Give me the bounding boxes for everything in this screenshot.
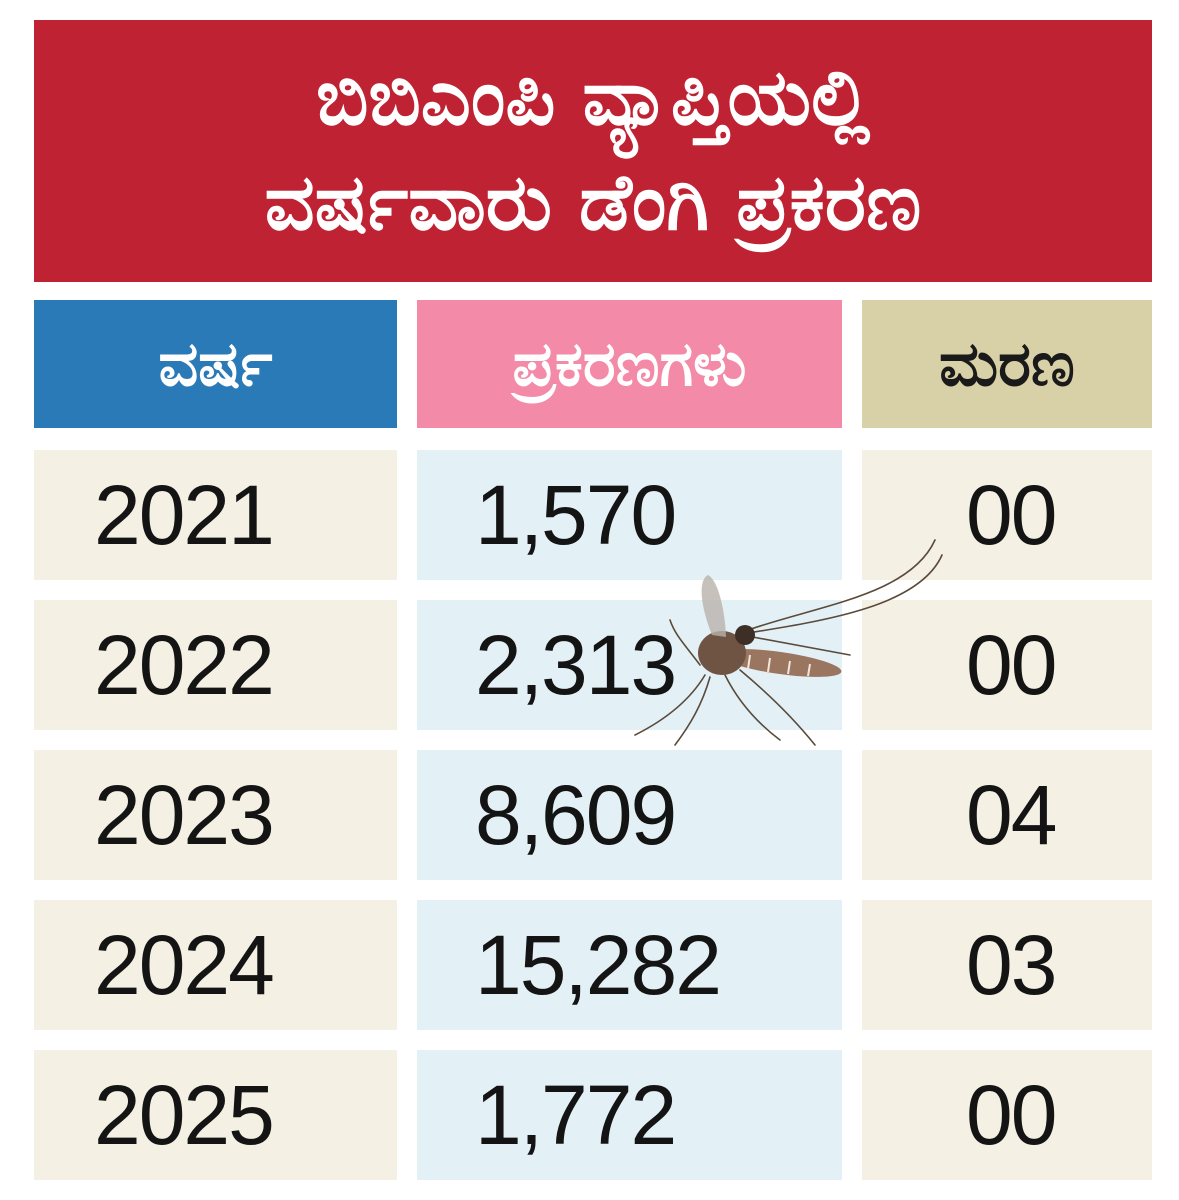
cases-cell-2022: 2,313 (417, 600, 842, 730)
year-cell-2022: 2022 (34, 600, 397, 730)
year-cell-2024: 2024 (34, 900, 397, 1030)
chart-title-line-2: ವರ್ಷವಾರು ಡೆಂಗಿ ಪ್ರಕರಣ (264, 158, 922, 248)
column-header-deaths: ಮರಣ (862, 300, 1152, 428)
year-cell-2023: 2023 (34, 750, 397, 880)
year-cell-2025: 2025 (34, 1050, 397, 1180)
cases-cell-2024: 15,282 (417, 900, 842, 1030)
chart-title-line-1: ಬಿಬಿಎಂಪಿ ವ್ಯಾಪ್ತಿಯಲ್ಲಿ (315, 52, 871, 143)
chart-title: ಬಿಬಿಎಂಪಿ ವ್ಯಾಪ್ತಿಯಲ್ಲಿ ವರ್ಷವಾರು ಡೆಂಗಿ ಪ್… (34, 20, 1152, 282)
deaths-cell-2021: 00 (862, 450, 1152, 580)
year-cell-2021: 2021 (34, 450, 397, 580)
cases-cell-2023: 8,609 (417, 750, 842, 880)
deaths-cell-2023: 04 (862, 750, 1152, 880)
deaths-cell-2024: 03 (862, 900, 1152, 1030)
cases-cell-2021: 1,570 (417, 450, 842, 580)
mosquito-icon (634, 539, 943, 746)
cases-cell-2025: 1,772 (417, 1050, 842, 1180)
column-header-cases: ಪ್ರಕರಣಗಳು (417, 300, 842, 428)
deaths-cell-2022: 00 (862, 600, 1152, 730)
deaths-cell-2025: 00 (862, 1050, 1152, 1180)
column-header-year: ವರ್ಷ (34, 300, 397, 428)
